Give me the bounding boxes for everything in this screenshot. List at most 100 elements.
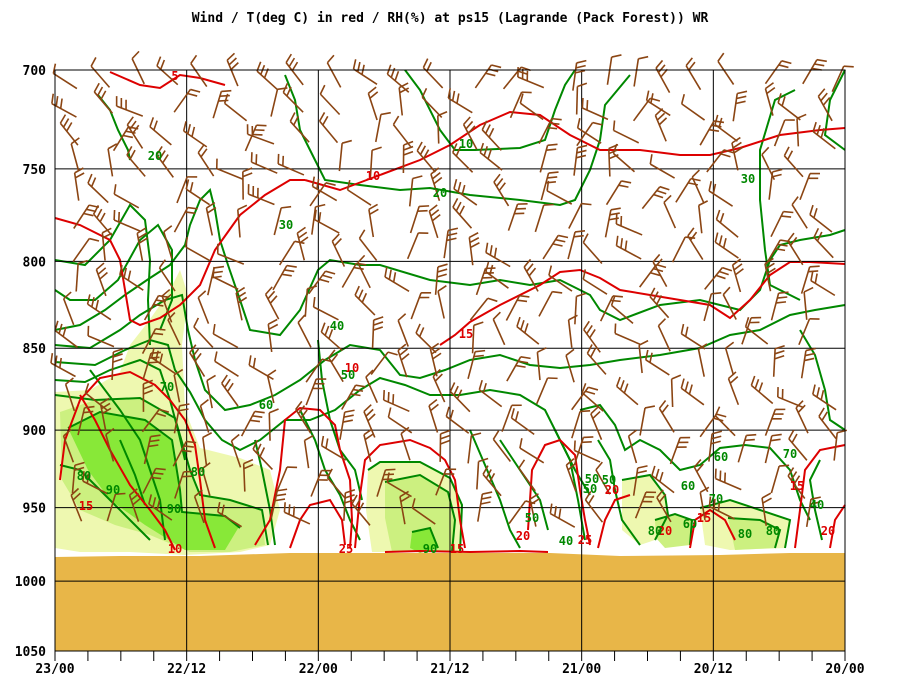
wind-barb (615, 235, 642, 260)
wind-barb (374, 111, 391, 143)
wind-barb (51, 93, 77, 118)
wind-barb (518, 459, 536, 492)
temperature-contours (54, 71, 846, 554)
wind-barb (818, 407, 837, 440)
rh-label: 60 (683, 517, 697, 531)
wind-barb (572, 59, 587, 91)
wind-barb (506, 356, 531, 382)
wind-barb (212, 266, 239, 290)
wind-barb (770, 291, 789, 321)
rh-label: 30 (279, 218, 293, 232)
wind-barb (452, 143, 474, 173)
wind-barb (540, 171, 559, 201)
wind-barb (421, 87, 443, 118)
wind-barb (319, 84, 341, 116)
x-tick-label: 22/00 (299, 662, 338, 677)
wind-barb (714, 232, 739, 259)
wind-barb (727, 371, 740, 406)
wind-barbs (50, 50, 854, 528)
rh-contour (67, 410, 241, 529)
wind-barb (242, 167, 253, 200)
y-tick-label: 1000 (15, 575, 46, 590)
wind-barb (510, 408, 535, 436)
wind-barb (303, 434, 314, 469)
wind-barb (654, 107, 668, 142)
wind-barb (73, 167, 85, 201)
wind-barb (708, 430, 723, 462)
wind-barb (136, 227, 149, 261)
wind-barb (691, 169, 705, 203)
wind-barb (172, 440, 197, 467)
wind-barb (675, 177, 701, 203)
wind-barb (492, 311, 506, 346)
wind-barb (70, 137, 80, 171)
wind-barb (795, 400, 809, 434)
rh-label: 50 (602, 473, 616, 487)
wind-barb (680, 323, 706, 350)
wind-barb (363, 428, 374, 463)
wind-barb (505, 294, 530, 321)
wind-barb (714, 114, 738, 142)
wind-barb (708, 181, 734, 207)
wind-barb (392, 115, 412, 148)
wind-barb (810, 270, 836, 297)
rh-contour (54, 338, 591, 496)
rh-contour (54, 223, 173, 331)
wind-barb (731, 258, 744, 293)
wind-barb (312, 296, 339, 321)
wind-barb (656, 489, 672, 523)
temperature-contour (79, 394, 176, 551)
wind-barb (148, 494, 173, 521)
temperature-label: 15 (459, 327, 473, 341)
wind-barb (573, 440, 601, 463)
wind-barb (539, 143, 558, 173)
wind-barb (320, 322, 343, 352)
temperature-label: 15 (79, 499, 93, 513)
wind-barb (535, 377, 558, 405)
wind-barb (583, 320, 601, 353)
wind-barb (415, 323, 437, 354)
wind-barb (201, 462, 211, 496)
wind-barb (571, 410, 591, 439)
wind-barb (368, 203, 379, 238)
wind-barb (270, 87, 288, 117)
temperature-contour (689, 508, 736, 549)
wind-barb (371, 316, 384, 349)
wind-barb (297, 314, 312, 348)
wind-barb (283, 502, 311, 525)
wind-barb (126, 116, 144, 149)
wind-barb (247, 184, 275, 206)
wind-barb (468, 232, 480, 266)
wind-barb (358, 229, 378, 261)
rh-label: 60 (259, 398, 273, 412)
wind-barb (338, 139, 352, 172)
wind-barb (567, 314, 578, 348)
x-tick-label: 23/00 (35, 662, 74, 677)
wind-barb (817, 88, 833, 122)
wind-barb (777, 387, 805, 409)
wind-barb (422, 58, 444, 89)
y-tick-label: 700 (23, 64, 47, 79)
wind-barb (538, 117, 562, 144)
wind-barb (75, 259, 88, 292)
wind-barb (612, 143, 636, 173)
wind-barb (791, 196, 808, 229)
wind-barb (205, 201, 217, 236)
wind-barb (235, 286, 248, 321)
wind-barb (318, 112, 339, 144)
wind-barb (549, 503, 576, 528)
wind-barb (536, 347, 547, 381)
wind-barb (798, 318, 820, 346)
wind-barb (741, 316, 762, 345)
wind-barb (240, 410, 265, 437)
wind-barb (803, 286, 814, 320)
wind-barb (305, 378, 327, 406)
wind-barb (341, 384, 366, 410)
wind-barb (92, 204, 113, 236)
wind-barb (641, 185, 670, 210)
x-tick-label: 20/00 (825, 662, 864, 677)
wind-barb (516, 316, 540, 345)
wind-barb (182, 121, 208, 148)
chart-title: Wind / T(deg C) in red / RH(%) at ps15 (… (192, 11, 709, 26)
wind-barb (639, 263, 667, 288)
